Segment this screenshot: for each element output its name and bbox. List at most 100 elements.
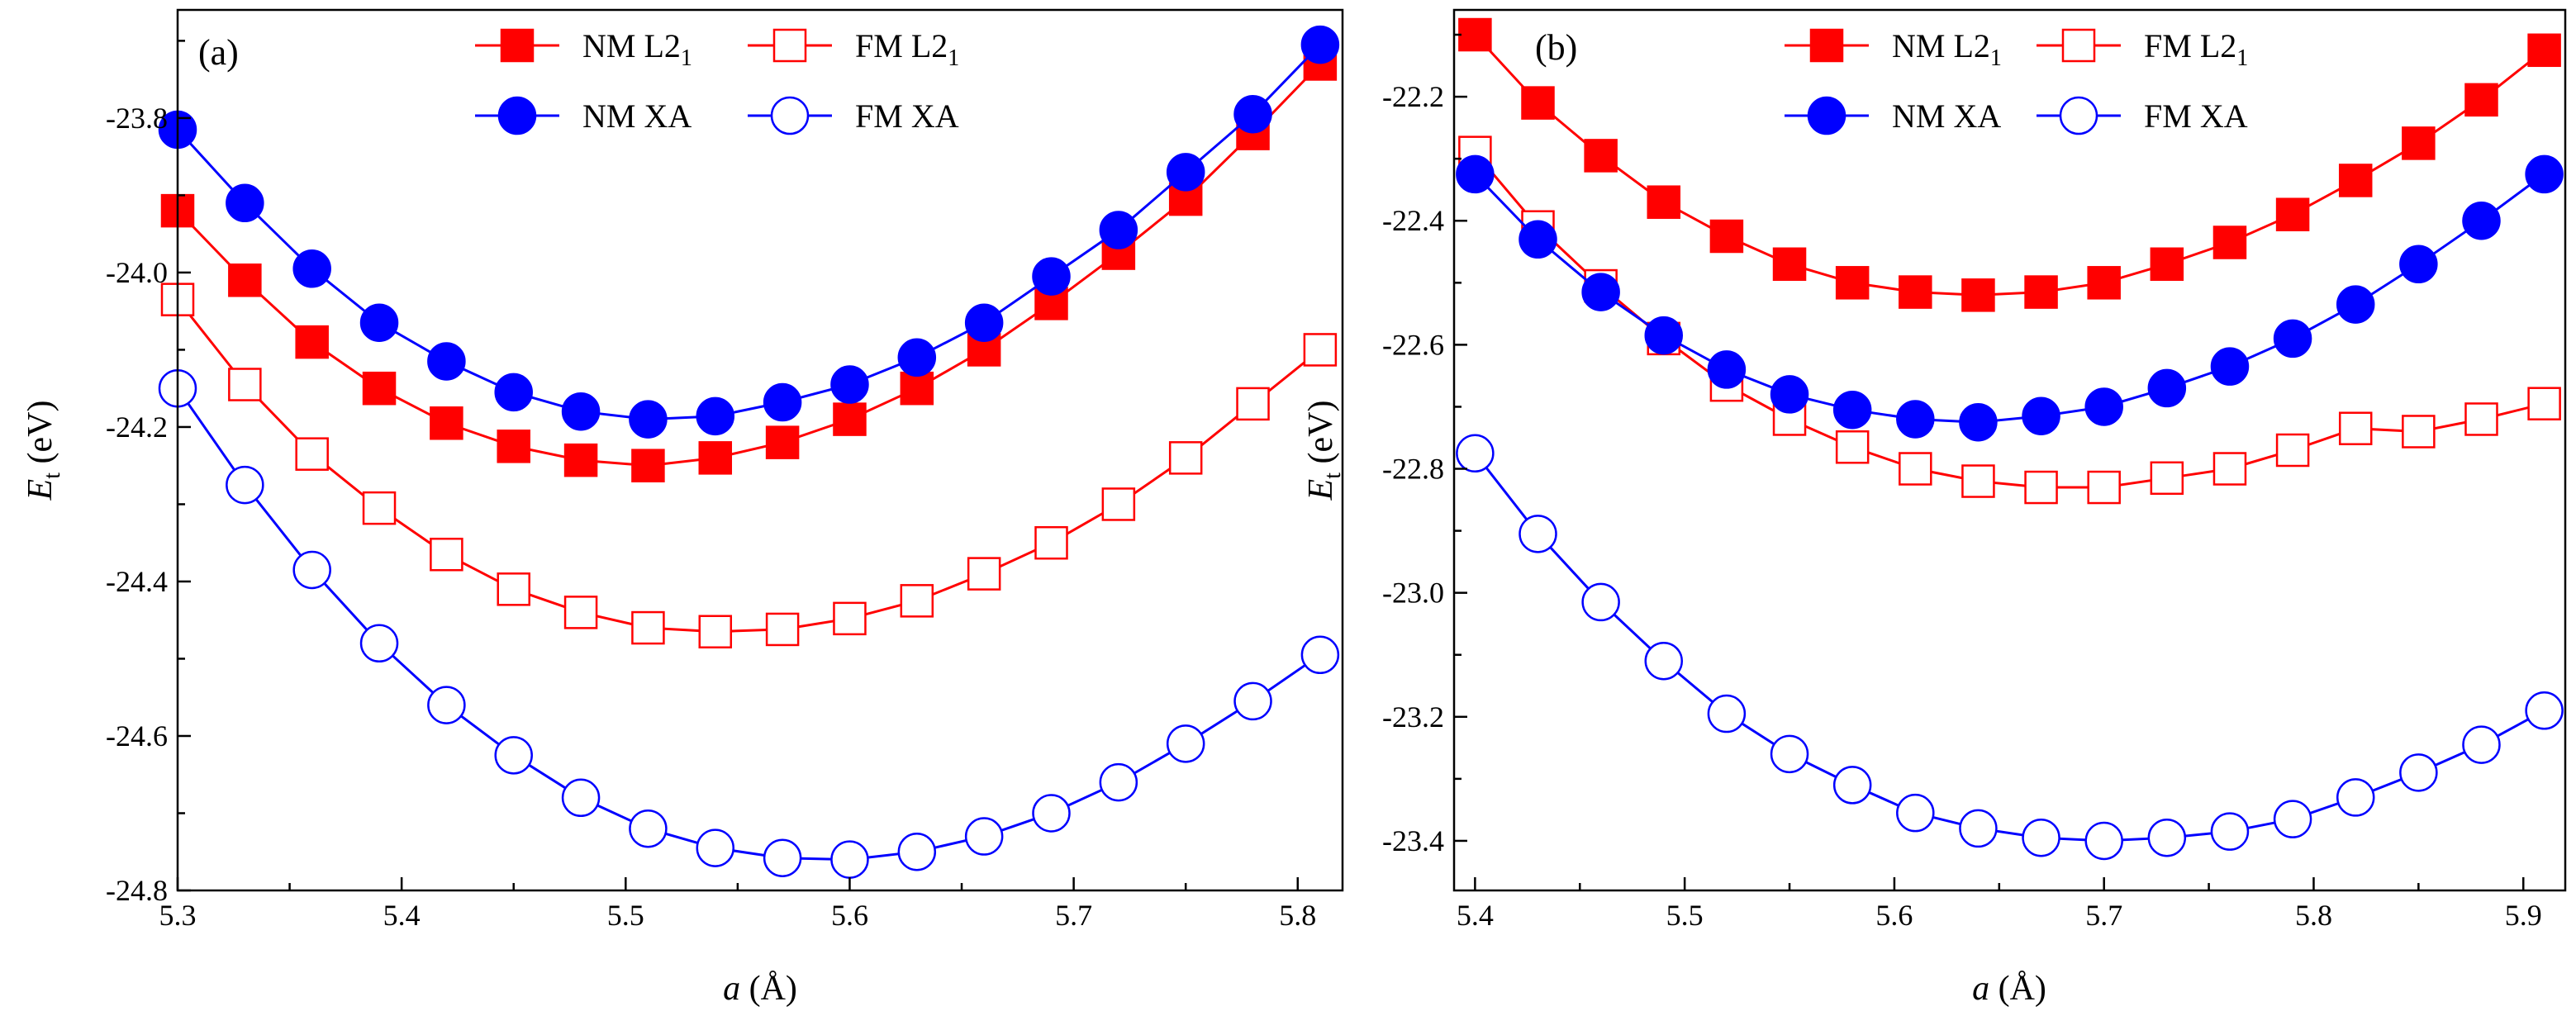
panel-a-x-tick-label: 5.4 <box>383 899 421 932</box>
panel-b-nm_l21-point <box>1521 86 1555 120</box>
panel-b-x-tick-label: 5.5 <box>1666 899 1704 932</box>
panel-b-fm_l21-point <box>2338 411 2373 445</box>
panel-b-fm_l21-point <box>2024 470 2058 505</box>
panel-a-fm_xa-point <box>1099 762 1138 802</box>
panel-a-nm_xa-point <box>226 183 264 223</box>
panel-b-nm_xa-point <box>2147 368 2187 408</box>
panel-b-x-tick-label: 5.6 <box>1875 899 1913 932</box>
panel-b-y-axis-label-unit: (eV) <box>1302 401 1340 472</box>
panel-b-series-nm_l21 <box>1458 17 2561 312</box>
panel-b-fm_xa-point <box>2147 818 2187 857</box>
panel-a-fm_xa-point <box>629 809 668 848</box>
panel-b-x-axis-label-unit: (Å) <box>1989 970 2046 1008</box>
panel-a-fm_l21-point <box>900 584 934 618</box>
panel-a-nm_xa-point <box>494 373 533 412</box>
panel-b-frame <box>1452 8 2567 892</box>
panel-a-x-tick-label: 5.8 <box>1279 899 1316 932</box>
panel-a-fm_xa-point <box>427 686 466 724</box>
panel-a-fm_l21-point <box>833 601 867 636</box>
panel-a-nm_xa-point <box>359 303 399 342</box>
panel-b-nm_xa-point <box>1832 390 1872 430</box>
panel-b-nm_l21-point <box>1961 278 1995 312</box>
panel-a-nm_xa-point <box>629 400 668 439</box>
panel-b-x-tick-label: 5.7 <box>2085 899 2122 932</box>
panel-b-y-tick-label: -23.4 <box>1382 824 1444 857</box>
panel-a-nm_l21-point <box>833 402 867 436</box>
panel-b-fm_xa-point <box>2022 818 2060 857</box>
panel-a-y-tick-label: -24.8 <box>106 874 168 907</box>
panel-b-nm_l21-point <box>1709 219 1744 254</box>
panel-b-nm_xa-point <box>2462 201 2501 240</box>
panel-b-nm_xa-point <box>2210 347 2250 386</box>
panel-a-nm_xa-point <box>1166 153 1205 192</box>
panel-a-fm_l21-point <box>430 537 463 572</box>
panel-a-nm_l21-point <box>563 443 598 477</box>
panel-b-series-nm_xa <box>1456 154 2564 442</box>
panel-a-nm_xa-point <box>561 392 601 431</box>
panel-b-nm_l21-point <box>2212 226 2247 259</box>
panel-b-nm_xa-point <box>1519 220 1557 259</box>
panel-a-series-nm_xa <box>158 25 1340 439</box>
panel-a-fm_xa-point <box>226 465 264 505</box>
panel-b-nm_xa-point <box>1456 154 1495 194</box>
legend-label-fm-xa: FM XA <box>2144 97 2248 135</box>
panel-b-fm_xa-point <box>1644 641 1684 681</box>
panel-b-fm_xa-point <box>2462 725 2501 764</box>
panel-b-nm_l21-point <box>2087 266 2121 300</box>
panel-b-fm_xa-point <box>2273 800 2312 838</box>
panel-b-legend: NM L21 FM L21 NM XA FM XA <box>1785 27 2248 135</box>
panel-b-fm_xa-point <box>2399 753 2438 792</box>
panel-b-fm_xa-point <box>1456 434 1495 473</box>
panel-b-fm_l21-point <box>2087 470 2121 505</box>
panel-b-legend-nm-xa: NM XA <box>1785 96 2001 135</box>
panel-b-nm_l21-point <box>2150 247 2184 282</box>
panel-b-y-tick-label: -22.8 <box>1382 453 1444 486</box>
panel-b-nm_xa-point <box>2022 396 2060 435</box>
panel-a-y-tick-label: -24.2 <box>106 411 168 444</box>
legend-marker-fm-l21 <box>772 28 807 63</box>
panel-a-y-axis-label-unit: (eV) <box>21 401 59 472</box>
legend-marker-nm-xa <box>497 96 537 135</box>
panel-a-nm_l21-point <box>900 371 934 406</box>
panel-a-fm_xa-point <box>292 550 331 590</box>
panel-a-fm_xa-point <box>696 828 735 867</box>
panel-a-fm_l21-point <box>1101 487 1136 521</box>
panel-a-nm_xa-point <box>897 338 937 377</box>
panel-b-y-tick-label: -22.2 <box>1382 80 1444 113</box>
panel-a-nm_xa-point <box>1300 25 1340 64</box>
panel-b-fm_xa-point <box>1770 734 1809 774</box>
panel-b-x-axis-label-symbol: a <box>1972 970 1989 1008</box>
panel-b-legend-fm-xa: FM XA <box>2037 96 2248 135</box>
panel-b-x-tick-label: 5.9 <box>2505 899 2542 932</box>
panel-a-nm_l21-point <box>698 441 733 475</box>
legend-label-nm-xa: NM XA <box>1892 97 2001 135</box>
panel-b-nm_xa-point <box>2336 285 2375 324</box>
panel-a: 5.3 5.4 5.5 5.6 5.7 5.8 -24.8 -24.6 -24.4 -24.2 -2… <box>21 8 1344 1008</box>
panel-a-fm_xa-point <box>1032 794 1071 833</box>
panel-a-fm_l21-point <box>1236 387 1270 421</box>
panel-b-fm_xa-point <box>2525 691 2564 730</box>
panel-a-series <box>158 25 1340 879</box>
panel-a-fm_l21-point <box>765 612 800 647</box>
panel-b-nm_xa-point <box>2084 387 2123 426</box>
legend-label-nm-xa: NM XA <box>582 97 692 135</box>
panel-a-nm_xa-point <box>830 365 869 404</box>
panel-a-x-axis-label-symbol: a <box>723 970 740 1008</box>
panel-b-nm_l21-point <box>2464 83 2498 117</box>
panel-b-fm_xa-point <box>1832 766 1872 805</box>
panel-b-series <box>1456 17 2564 861</box>
panel-a-nm_l21-point <box>228 263 262 297</box>
panel-a-nm_l21-point <box>295 325 329 359</box>
panel-a-axes: 5.3 5.4 5.5 5.6 5.7 5.8 -24.8 -24.6 -24.4 -24.2 -2… <box>106 40 1316 932</box>
legend-marker-fm-xa <box>770 96 810 135</box>
panel-a-y-tick-label: -24.4 <box>106 565 168 598</box>
panel-a-fm_l21-point <box>295 437 329 471</box>
legend-label-nm-l21: NM L21 <box>582 27 692 71</box>
panel-a-fm_xa-point <box>494 736 533 775</box>
panel-a-x-tick-label: 5.7 <box>1055 899 1092 932</box>
panel-a-nm_xa-point <box>292 249 331 288</box>
panel-a-nm_xa-point <box>1099 211 1138 249</box>
panel-b-fm_l21-point <box>1835 430 1870 464</box>
panel-b-nm_xa-point <box>1896 400 1935 439</box>
